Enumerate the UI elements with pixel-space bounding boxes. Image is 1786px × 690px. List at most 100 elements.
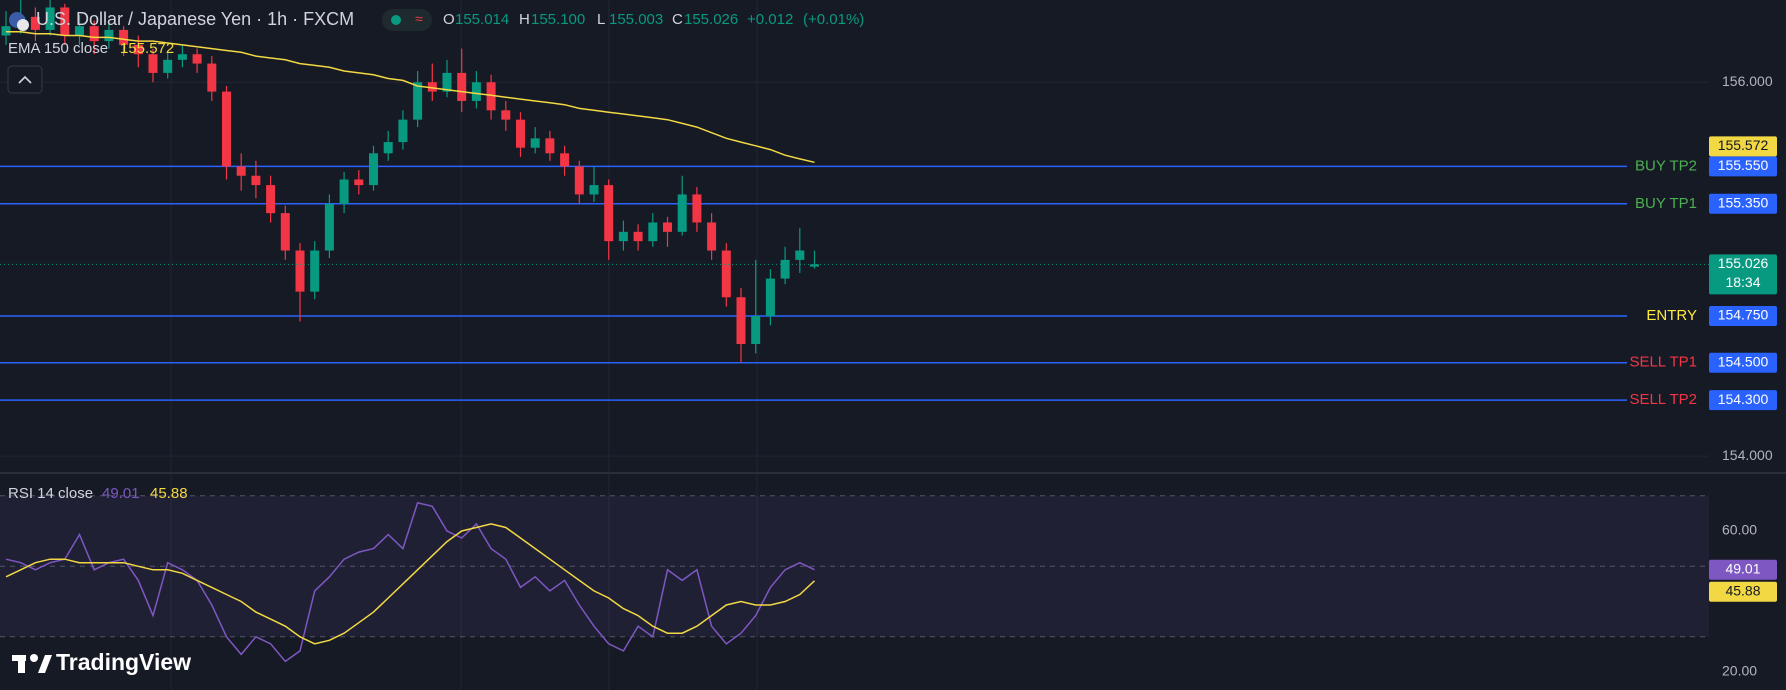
level-value-box — [1709, 193, 1777, 214]
countdown: 18:34 — [1725, 274, 1760, 290]
level-name: BUY TP1 — [1635, 195, 1697, 212]
time-grid — [170, 0, 758, 690]
candle-body — [663, 222, 672, 232]
ohlc-value: 155.003 — [609, 11, 663, 28]
candle-body — [545, 138, 555, 154]
candle-body — [471, 82, 481, 101]
candle-body — [104, 29, 114, 42]
ema-value-box — [1709, 136, 1777, 157]
candle-body — [236, 166, 246, 176]
candle-body — [207, 63, 217, 92]
logo-part — [38, 655, 52, 673]
y-tick-label: 156.000 — [1722, 73, 1773, 89]
candle-body — [530, 138, 540, 148]
level-value-label: 155.550 — [1718, 157, 1769, 173]
candle-body — [266, 185, 276, 214]
rsi-legend-value: 49.01 — [102, 485, 140, 502]
candle-body — [192, 54, 202, 64]
candle-body — [295, 250, 305, 292]
level-value-label: 154.750 — [1718, 307, 1769, 323]
candle-body — [413, 82, 423, 120]
ohlc-value: 155.014 — [455, 11, 509, 28]
rsi-value-label: 49.01 — [1725, 560, 1760, 576]
ema-legend-title: EMA 150 close — [8, 40, 108, 57]
collapse-icon — [18, 75, 32, 84]
candle-body — [795, 250, 805, 260]
candle-body — [75, 26, 84, 36]
candle-body — [677, 194, 687, 232]
ema-value-label: 155.572 — [1718, 137, 1769, 153]
change: +0.012 — [747, 11, 793, 28]
candle-body — [310, 250, 320, 292]
rsi-value-box — [1709, 559, 1777, 580]
ohlc-key: C — [672, 11, 683, 28]
candle-body — [427, 82, 437, 92]
candle-body — [501, 110, 511, 120]
symbol-title: U.S. Dollar / Japanese Yen · 1h · FXCM — [36, 9, 354, 29]
candle-body — [560, 153, 570, 167]
y-tick-label: 20.00 — [1722, 663, 1757, 679]
rsi-line — [5, 523, 816, 645]
candle-body — [1, 26, 11, 36]
collapse-button[interactable] — [7, 65, 43, 94]
candle-body — [133, 44, 143, 55]
flag-icon — [17, 19, 29, 31]
status-pill — [382, 9, 432, 31]
ema-legend-value: 155.572 — [120, 40, 174, 57]
candle-body — [516, 119, 525, 148]
candle-body — [810, 264, 819, 267]
candle-body — [30, 16, 40, 30]
candle-body — [457, 72, 467, 101]
ohlc-key: O — [443, 11, 455, 28]
candle-body — [339, 179, 349, 204]
ohlc-value: 155.026 — [684, 11, 738, 28]
watermark: TradingView — [56, 649, 191, 675]
level-value-label: 154.300 — [1718, 391, 1769, 407]
candle-body — [177, 54, 187, 60]
level-name: SELL TP1 — [1629, 354, 1697, 371]
level-value-box — [1709, 390, 1777, 411]
ema-line — [6, 31, 815, 164]
candle-body — [251, 175, 261, 186]
candle-body — [736, 297, 746, 344]
market-status[interactable] — [391, 15, 401, 25]
change-pct: (+0.01%) — [803, 11, 864, 28]
candle-body — [398, 119, 408, 143]
candle-body — [89, 26, 99, 42]
level-value-box — [1709, 352, 1777, 373]
candle-body — [369, 153, 378, 186]
ohlc-key: L — [597, 11, 605, 28]
rsi-value-box — [1709, 581, 1777, 602]
candle-body — [119, 29, 129, 45]
level-value-label: 155.350 — [1718, 194, 1769, 210]
candle-body — [589, 185, 599, 195]
logo-icon — [12, 654, 52, 673]
candle-body — [780, 259, 790, 279]
candle-body — [324, 203, 334, 251]
level-value-box — [1709, 305, 1777, 326]
ohlc-value: 155.100 — [531, 11, 585, 28]
level-name: SELL TP2 — [1629, 391, 1697, 408]
logo-part — [30, 654, 38, 662]
candle-body — [280, 213, 290, 251]
candle-body — [163, 59, 173, 73]
rsi-legend-value: 45.88 — [150, 485, 188, 502]
rsi-legend-title: RSI 14 close — [8, 485, 93, 502]
rsi-line — [5, 501, 815, 663]
last-price-box — [1709, 254, 1777, 295]
candle-body — [618, 231, 628, 242]
status-icon: ≈ — [415, 11, 423, 27]
candle-body — [692, 194, 702, 223]
candle-body — [648, 222, 658, 242]
candle-body — [707, 222, 717, 251]
level-name: BUY TP2 — [1635, 157, 1697, 174]
candle-body — [222, 91, 231, 167]
ohlc-key: H — [519, 11, 530, 28]
level-value-label: 154.500 — [1718, 353, 1769, 369]
candle-body — [721, 250, 731, 298]
candle-body — [574, 166, 584, 195]
level-name: ENTRY — [1646, 307, 1697, 324]
